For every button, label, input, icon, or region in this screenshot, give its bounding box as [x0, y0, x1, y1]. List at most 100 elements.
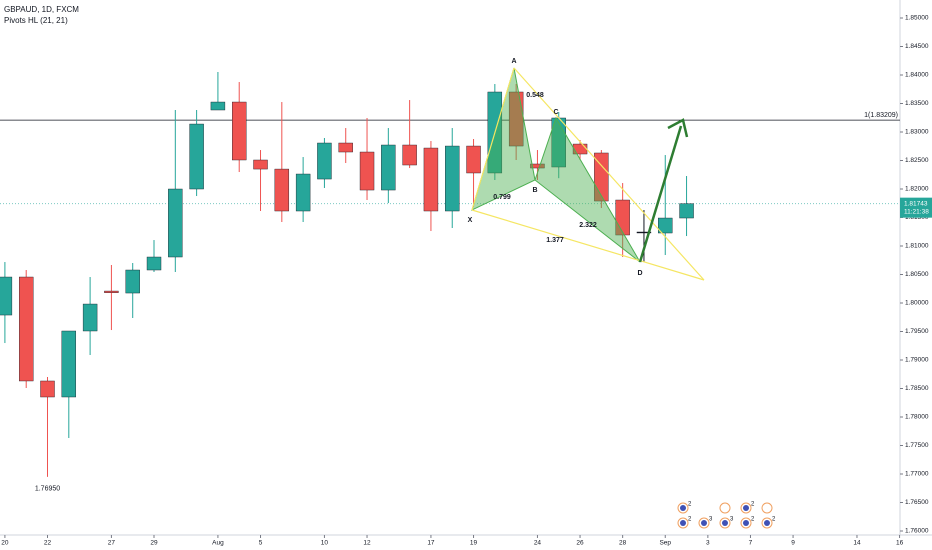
x-tick-label: 19 [470, 540, 478, 547]
x-tick-label: 20 [1, 540, 9, 547]
y-tick-label: 1.78500 [905, 385, 929, 392]
x-tick-label: 27 [108, 540, 116, 547]
candle-body [146, 256, 162, 271]
candle-body [658, 217, 673, 234]
event-icon [719, 502, 731, 514]
candle-body [338, 142, 353, 153]
projection-arrow [638, 125, 683, 263]
event-flag [680, 505, 686, 511]
y-tick-label: 1.80500 [905, 271, 929, 278]
candle-body [125, 269, 140, 294]
event-count: 3 [709, 517, 713, 523]
event-flag [743, 505, 749, 511]
y-tick-label: 1.80000 [905, 300, 929, 307]
x-tick-label: 5 [259, 540, 263, 547]
ratio-label: 0.548 [526, 92, 544, 99]
y-tick-label: 1.78000 [905, 414, 929, 421]
ratio-label: 1.377 [546, 237, 564, 244]
event-icon [761, 502, 773, 514]
event-flag [680, 520, 686, 526]
candle-body [104, 290, 119, 293]
y-tick-label: 1.81500 [905, 214, 929, 221]
x-tick-label: 3 [706, 540, 710, 547]
y-tick-label: 1.81000 [905, 243, 929, 250]
xabcd-pattern [471, 67, 705, 281]
x-tick-label: 26 [576, 540, 584, 547]
x-tick-label: 17 [427, 540, 435, 547]
x-tick-label: 12 [363, 540, 371, 547]
candle-body [274, 168, 290, 212]
candle-body [0, 276, 13, 316]
candle-body [530, 163, 545, 169]
y-tick-label: 1.77000 [905, 471, 929, 478]
x-tick-label: Sep [659, 540, 671, 547]
candle-body [61, 330, 77, 398]
pattern-bcd [534, 116, 641, 263]
candle-body [210, 101, 226, 111]
x-tick-label: 14 [853, 540, 861, 547]
x-tick-label: 22 [44, 540, 52, 547]
y-tick-label: 1.77500 [905, 442, 929, 449]
candle-body [317, 142, 332, 180]
candle-body [636, 231, 652, 234]
low-label: 1.76950 [35, 486, 60, 493]
projection-arrow-head [667, 118, 689, 138]
candle-body [466, 145, 481, 174]
y-tick-label: 1.85000 [905, 15, 929, 22]
pattern-line [513, 67, 705, 281]
pattern-line [471, 209, 705, 281]
candle-body [423, 147, 439, 212]
point-label: X [468, 217, 473, 224]
point-label: D [637, 270, 642, 277]
candle-body [40, 380, 55, 398]
indicator-name: Pivots HL (21, 21) [4, 16, 68, 25]
event-flag [764, 520, 770, 526]
event-flag [743, 520, 749, 526]
ratio-label: 0.799 [493, 194, 511, 201]
candle-body [19, 276, 34, 382]
x-tick-label: 10 [321, 540, 329, 547]
point-label: C [553, 109, 558, 116]
candle-body [445, 145, 460, 212]
ratio-label: 2.322 [579, 222, 597, 229]
candle-body [295, 173, 311, 212]
event-count: 2 [751, 502, 755, 508]
point-label: A [511, 58, 516, 65]
countdown-label: 11:21:38 [904, 208, 929, 215]
candle-body [381, 144, 396, 191]
y-tick-label: 1.79500 [905, 328, 929, 335]
event-count: 3 [730, 517, 734, 523]
y-tick-label: 1.76500 [905, 499, 929, 506]
event-flag [701, 520, 707, 526]
last-price-label: 1.81743 [904, 200, 928, 207]
level-label: 1(1.83209) [864, 112, 898, 119]
y-tick-label: 1.82500 [905, 157, 929, 164]
candle-body [402, 144, 417, 166]
y-tick-label: 1.84000 [905, 72, 929, 79]
point-label: B [532, 187, 537, 194]
candle-body [232, 101, 247, 161]
candle-body [253, 159, 268, 170]
x-tick-label: 28 [619, 540, 627, 547]
last-price-box [900, 197, 932, 218]
x-tick-label: 7 [749, 540, 753, 547]
x-tick-label: 16 [896, 540, 904, 547]
x-tick-label: Aug [212, 540, 224, 547]
candle-body [82, 303, 98, 332]
event-count: 2 [688, 517, 692, 523]
event-count: 2 [688, 502, 692, 508]
y-tick-label: 1.79000 [905, 357, 929, 364]
pattern-line [471, 67, 515, 211]
candle-body [189, 123, 204, 190]
candle-body [168, 188, 183, 258]
x-tick-label: 9 [791, 540, 795, 547]
event-flag [722, 520, 728, 526]
y-tick-label: 1.84500 [905, 43, 929, 50]
candle-body [359, 151, 375, 191]
event-count: 2 [772, 517, 776, 523]
y-tick-label: 1.82000 [905, 186, 929, 193]
y-tick-label: 1.83000 [905, 129, 929, 136]
event-count: 2 [751, 517, 755, 523]
chart-title: GBPAUD, 1D, FXCM [4, 5, 79, 14]
